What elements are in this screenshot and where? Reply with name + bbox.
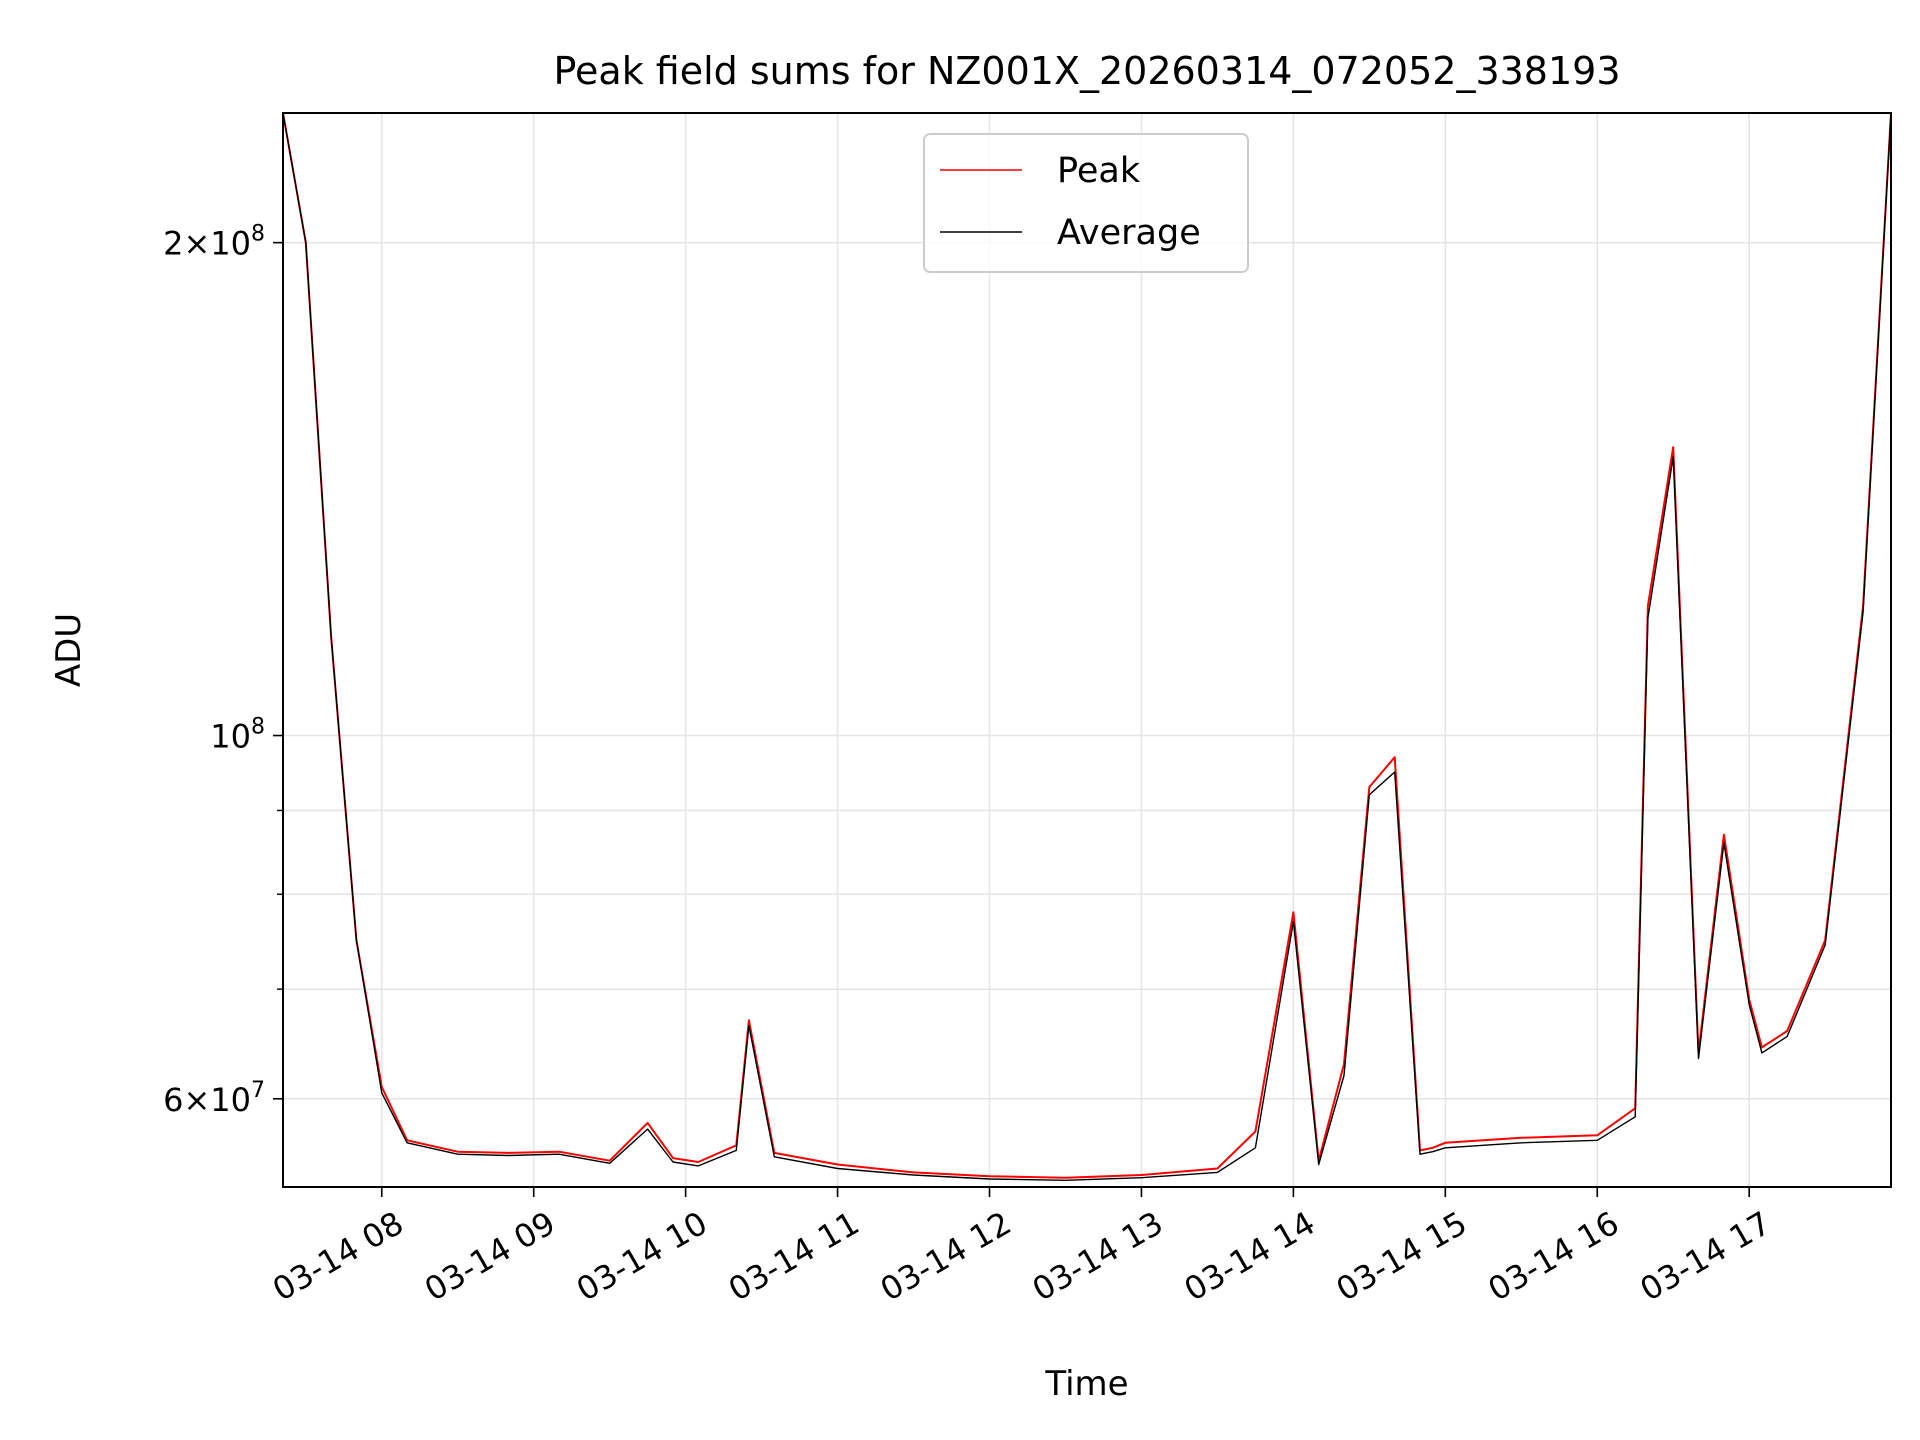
y-axis: 2×108 108 6×107 <box>163 222 283 1119</box>
y-axis-label: ADU <box>49 613 89 687</box>
series-layer <box>282 112 1892 1182</box>
legend-average-label: Average <box>1057 213 1201 253</box>
y-tick-label: 2×108 <box>163 222 265 263</box>
legend: Peak Average <box>923 133 1249 273</box>
chart-title: Peak field sums for NZ001X_20260314_0720… <box>553 49 1620 93</box>
series-line-average <box>282 112 1892 1182</box>
legend-peak-label: Peak <box>1057 151 1141 191</box>
y-tick-label: 108 <box>210 715 265 756</box>
y-tick-label: 6×107 <box>163 1078 265 1119</box>
plot-frame <box>282 112 1892 1188</box>
x-axis-label: Time <box>1044 1364 1128 1404</box>
legend-box <box>923 133 1249 273</box>
